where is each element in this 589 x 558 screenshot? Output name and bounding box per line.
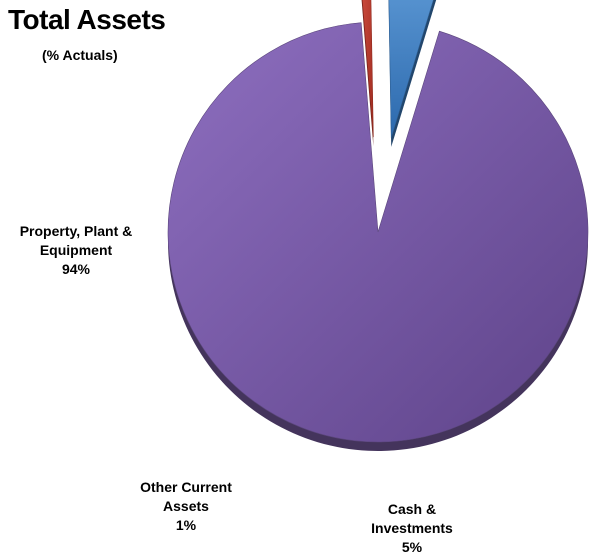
slice-name-line: Other Current bbox=[140, 479, 232, 495]
pie-slice-face bbox=[362, 0, 374, 138]
pie-slice-property-plant-equipment bbox=[167, 22, 589, 452]
slice-label-other-current-assets: Other Current Assets 1% bbox=[124, 478, 248, 535]
slice-name-line: Assets bbox=[163, 498, 209, 514]
slice-value-label: 1% bbox=[175, 517, 197, 533]
slice-label-property-plant-equipment: Property, Plant & Equipment 94% bbox=[8, 222, 144, 279]
slice-value-label: 94% bbox=[61, 261, 91, 277]
chart-subtitle: (% Actuals) bbox=[42, 47, 118, 63]
pie-slice-face bbox=[167, 22, 589, 443]
slice-name-line: Property, Plant & bbox=[19, 223, 133, 239]
slice-name-line: Investments bbox=[371, 520, 453, 536]
pie-slice-face bbox=[388, 0, 434, 139]
slice-value-label: 5% bbox=[401, 539, 423, 555]
pie-slice-cash-investments bbox=[388, 0, 437, 147]
chart-title: Total Assets bbox=[8, 4, 166, 35]
pie-slice-other-current-assets bbox=[361, 0, 374, 147]
slice-label-cash-investments: Cash & Investments 5% bbox=[356, 500, 468, 557]
slice-name-line: Cash & bbox=[387, 501, 437, 517]
slice-name-line: Equipment bbox=[39, 242, 113, 258]
